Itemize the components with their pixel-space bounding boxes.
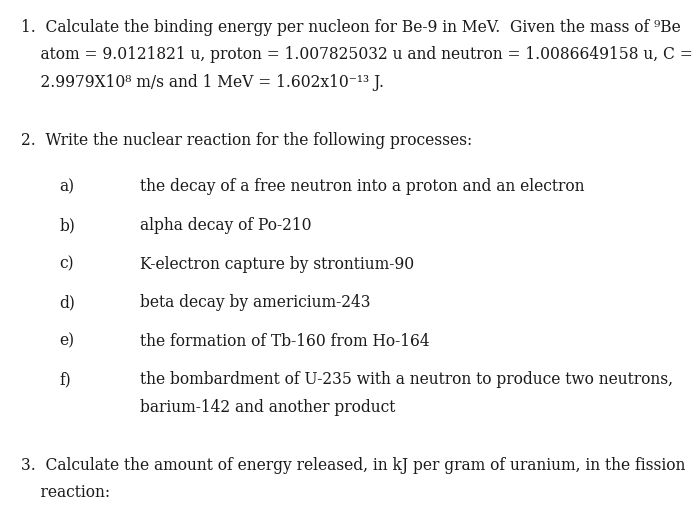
Text: 1.  Calculate the binding energy per nucleon for Be-9 in MeV.  Given the mass of: 1. Calculate the binding energy per nucl… xyxy=(21,19,680,36)
Text: K-electron capture by strontium-90: K-electron capture by strontium-90 xyxy=(140,255,414,272)
Text: 2.  Write the nuclear reaction for the following processes:: 2. Write the nuclear reaction for the fo… xyxy=(21,131,472,148)
Text: beta decay by americium-243: beta decay by americium-243 xyxy=(140,294,370,311)
Text: the bombardment of U-235 with a neutron to produce two neutrons,: the bombardment of U-235 with a neutron … xyxy=(140,372,673,388)
Text: the formation of Tb-160 from Ho-164: the formation of Tb-160 from Ho-164 xyxy=(140,333,430,350)
Text: b): b) xyxy=(60,217,76,234)
Text: reaction:: reaction: xyxy=(21,484,110,501)
Text: d): d) xyxy=(60,294,76,311)
Text: the decay of a free neutron into a proton and an electron: the decay of a free neutron into a proto… xyxy=(140,179,584,196)
Text: alpha decay of Po-210: alpha decay of Po-210 xyxy=(140,217,312,234)
Text: atom = 9.0121821 u, proton = 1.007825032 u and neutron = 1.0086649158 u, C =: atom = 9.0121821 u, proton = 1.007825032… xyxy=(21,46,693,63)
Text: c): c) xyxy=(60,255,74,272)
Text: f): f) xyxy=(60,372,71,388)
Text: 3.  Calculate the amount of energy released, in kJ per gram of uranium, in the f: 3. Calculate the amount of energy releas… xyxy=(21,457,685,474)
Text: a): a) xyxy=(60,179,75,196)
Text: 2.9979X10⁸ m/s and 1 MeV = 1.602x10⁻¹³ J.: 2.9979X10⁸ m/s and 1 MeV = 1.602x10⁻¹³ J… xyxy=(21,74,384,91)
Text: e): e) xyxy=(60,333,75,350)
Text: barium-142 and another product: barium-142 and another product xyxy=(140,399,395,416)
